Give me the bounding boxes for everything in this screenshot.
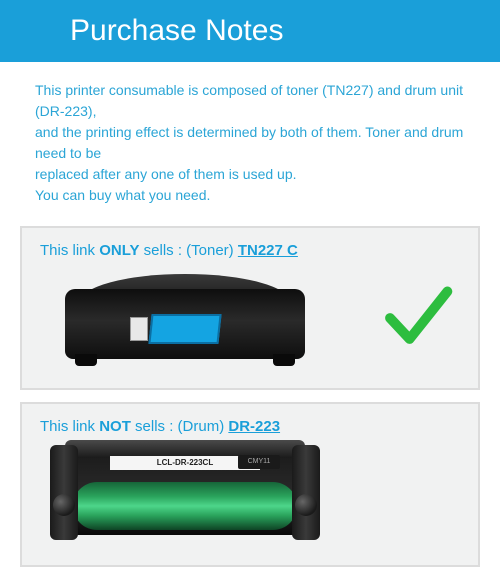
label-bold: ONLY — [99, 242, 139, 259]
drum-row: LCL-DR-223CL CMY11 — [40, 445, 460, 560]
checkmark-icon — [383, 283, 453, 358]
intro-line: You can buy what you need. — [35, 185, 472, 206]
panel-sells: This link ONLY sells : (Toner) TN227 C — [20, 226, 480, 390]
label-mid: sells : (Toner) — [139, 242, 237, 259]
intro-line: and the printing effect is determined by… — [35, 122, 472, 164]
panel-not-sells-label: This link NOT sells : (Drum) DR-223 — [40, 418, 460, 435]
product-link[interactable]: DR-223 — [228, 418, 280, 435]
label-bold: NOT — [99, 418, 131, 435]
product-link[interactable]: TN227 C — [238, 242, 298, 259]
drum-handle-label: CMY11 — [238, 455, 280, 469]
intro-text: This printer consumable is composed of t… — [0, 62, 500, 221]
intro-line: replaced after any one of them is used u… — [35, 164, 472, 185]
label-prefix: This link — [40, 418, 99, 435]
panel-sells-label: This link ONLY sells : (Toner) TN227 C — [40, 242, 460, 259]
toner-image — [55, 269, 315, 374]
panel-not-sells: This link NOT sells : (Drum) DR-223 LCL-… — [20, 402, 480, 567]
label-mid: sells : (Drum) — [131, 418, 229, 435]
intro-line: This printer consumable is composed of t… — [35, 80, 472, 122]
header-bar: Purchase Notes — [0, 0, 500, 62]
page-title: Purchase Notes — [70, 14, 283, 48]
drum-image: LCL-DR-223CL CMY11 — [45, 440, 325, 560]
label-prefix: This link — [40, 242, 99, 259]
